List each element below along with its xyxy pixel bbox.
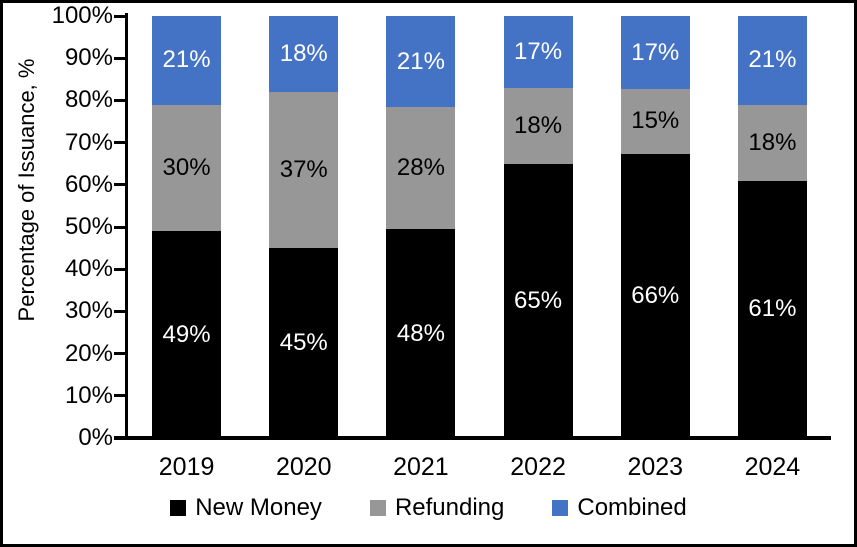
- bar-segment-new-money: 61%: [737, 180, 807, 438]
- bar-2019: 21% 30% 49%: [152, 16, 222, 438]
- x-axis-label-2020: 2020: [275, 453, 332, 481]
- bar-value-label: 21%: [396, 47, 445, 75]
- y-tick-label: 90%: [64, 44, 113, 72]
- y-tick-label: 80%: [64, 86, 113, 114]
- x-axis-line: [114, 436, 831, 440]
- legend-label: Combined: [577, 494, 687, 521]
- bar-segment-new-money: 65%: [503, 163, 573, 438]
- y-tick-mark: [114, 98, 125, 102]
- x-axis-label-2022: 2022: [510, 453, 566, 481]
- legend-marker-icon: [369, 500, 386, 516]
- x-axis-label-2023: 2023: [627, 453, 684, 481]
- bar-value-label: 49%: [162, 320, 211, 348]
- bar-segment-refunding: 28%: [386, 107, 456, 230]
- bar-value-label: 65%: [514, 286, 563, 314]
- bar-segment-refunding: 30%: [152, 104, 222, 232]
- bar-segment-combined: 17%: [503, 16, 573, 88]
- y-axis-line: [124, 12, 128, 440]
- y-tick-mark: [114, 56, 125, 60]
- y-tick-mark: [114, 225, 125, 229]
- bar-value-label: 18%: [514, 111, 563, 139]
- y-tick-mark: [114, 436, 125, 440]
- x-axis-label-2021: 2021: [393, 453, 449, 481]
- bar-segment-combined: 21%: [737, 16, 807, 105]
- bar-segment-refunding: 15%: [620, 89, 690, 154]
- legend-item-combined: Combined: [552, 494, 687, 522]
- bar-value-label: 18%: [279, 39, 328, 67]
- y-tick-mark: [114, 352, 125, 356]
- bar-value-label: 66%: [631, 281, 680, 309]
- bar-value-label: 21%: [162, 46, 211, 74]
- y-tick-label: 40%: [64, 255, 113, 283]
- bar-2022: 17% 18% 65%: [503, 16, 573, 438]
- bar-segment-combined: 21%: [386, 16, 456, 108]
- bar-value-label: 48%: [396, 319, 445, 347]
- y-tick-label: 70%: [64, 128, 113, 156]
- bar-value-label: 17%: [631, 38, 680, 66]
- y-tick-label: 100%: [51, 2, 113, 29]
- bar-segment-refunding: 18%: [503, 87, 573, 164]
- bar-2024: 21% 18% 61%: [737, 16, 807, 438]
- legend-label: Refunding: [394, 494, 505, 521]
- bar-segment-new-money: 48%: [386, 229, 456, 438]
- y-tick-mark: [114, 267, 125, 271]
- bar-value-label: 21%: [748, 46, 797, 74]
- x-axis-label-2024: 2024: [744, 453, 801, 481]
- bar-segment-new-money: 49%: [152, 231, 222, 438]
- bar-2023: 17% 15% 66%: [620, 16, 690, 438]
- legend-item-refunding: Refunding: [369, 494, 505, 522]
- y-tick-label: 50%: [64, 213, 113, 240]
- bar-2020: 18% 37% 45%: [269, 16, 339, 438]
- bar-segment-refunding: 18%: [737, 104, 807, 181]
- legend-marker-icon: [170, 500, 187, 516]
- legend-label: New Money: [195, 494, 322, 521]
- y-tick-label: 60%: [64, 170, 113, 198]
- y-tick-label: 10%: [64, 381, 113, 409]
- y-tick-mark: [114, 141, 125, 145]
- bar-value-label: 17%: [514, 37, 563, 65]
- legend: New Money Refunding Combined: [3, 494, 854, 522]
- y-tick-mark: [114, 394, 125, 398]
- bar-2021: 21% 28% 48%: [386, 16, 456, 438]
- x-axis-label-2019: 2019: [158, 453, 215, 481]
- bar-value-label: 28%: [396, 154, 445, 182]
- y-tick-label: 20%: [64, 339, 113, 367]
- y-tick-label: 30%: [64, 297, 113, 325]
- bar-segment-new-money: 66%: [620, 153, 690, 438]
- bar-segment-combined: 21%: [152, 16, 222, 105]
- y-tick-mark: [114, 14, 125, 18]
- bar-value-label: 61%: [748, 295, 797, 323]
- bar-segment-new-money: 45%: [269, 248, 339, 438]
- legend-item-new-money: New Money: [170, 494, 322, 522]
- y-tick-mark: [114, 309, 125, 313]
- y-tick-mark: [114, 183, 125, 187]
- bar-value-label: 37%: [279, 156, 328, 184]
- bar-value-label: 15%: [631, 107, 680, 135]
- bar-segment-combined: 18%: [269, 16, 339, 92]
- y-tick-label: 0%: [78, 424, 113, 451]
- bar-segment-combined: 17%: [620, 16, 690, 90]
- legend-marker-icon: [552, 500, 569, 516]
- bar-segment-refunding: 37%: [269, 91, 339, 249]
- bar-value-label: 30%: [162, 153, 211, 181]
- bar-value-label: 45%: [279, 329, 328, 357]
- bar-value-label: 18%: [748, 128, 797, 156]
